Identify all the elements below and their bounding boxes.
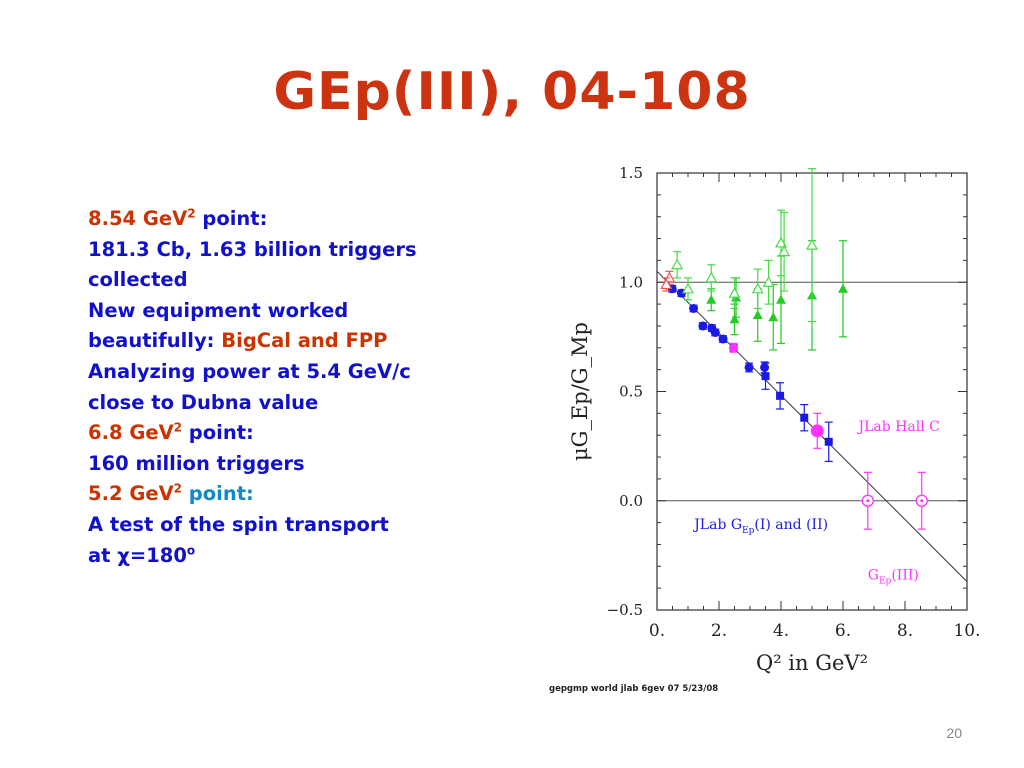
annotation-hall-c: JLab Hall C	[857, 419, 940, 435]
data-point	[776, 294, 786, 304]
data-point	[838, 283, 848, 293]
text-fragment: 5.2 GeV	[88, 482, 174, 506]
data-point	[729, 343, 739, 353]
superscript: 2	[173, 481, 183, 496]
data-point	[824, 437, 833, 446]
text-fragment: 6.8 GeV	[88, 421, 174, 445]
data-point	[728, 286, 741, 298]
page-number: 20	[946, 725, 962, 741]
data-point	[698, 321, 708, 331]
data-point	[689, 303, 699, 313]
data-point	[761, 372, 770, 381]
bullet-line: 6.8 GeV2 point:	[88, 418, 508, 449]
bullet-line: 181.3 Cb, 1.63 billion triggers	[88, 237, 417, 261]
axis-labels: 0. 2. 4. 6. 8. 10. −0.5 0.0 0.5 1.0 1.5 Q² in GeV² μ…	[568, 164, 981, 675]
y-axis-label: μG_Ep/G_Mp	[568, 322, 592, 461]
data-point	[718, 334, 728, 344]
bullet-value-6-8: 6.8 GeV2	[88, 421, 182, 444]
x-tick-label: 6.	[835, 621, 851, 641]
slide-title: GEp(III), 04-108	[273, 62, 751, 122]
x-tick-label: 0.	[649, 621, 665, 641]
bullet-line: collected	[88, 268, 188, 292]
y-tick-label: 0.0	[619, 492, 643, 510]
superscript: 2	[187, 206, 196, 221]
data-point	[681, 282, 695, 294]
data-point	[671, 258, 684, 270]
bullet-text: 8.54 GeV2 point: 181.3 Cb, 1.63 billion …	[88, 204, 508, 571]
data-point	[762, 276, 775, 287]
bullet-line: close to Dubna value	[88, 390, 319, 414]
x-tick-label: 10.	[953, 621, 980, 641]
text-fragment: point:	[182, 421, 254, 445]
chart-footer-note: gepgmp world jlab 6gev 07 5/23/08	[549, 684, 719, 694]
data-point	[752, 310, 763, 320]
text-fragment: beautifully:	[88, 329, 222, 353]
data-point	[778, 245, 791, 257]
bullet-line: 8.54 GeV2 point:	[88, 204, 508, 235]
ratio-chart: 0. 2. 4. 6. 8. 10. −0.5 0.0 0.5 1.0 1.5 Q² in GeV² μ…	[568, 164, 981, 675]
annotation-gep-1-2: JLab GEp(I) and (II)	[692, 517, 828, 536]
bullet-line: at χ=180o	[88, 541, 508, 572]
text-fragment: point:	[182, 482, 254, 506]
data-point	[706, 294, 717, 304]
data-point	[760, 362, 770, 372]
y-tick-label: 1.0	[619, 273, 643, 291]
superscript: o	[186, 543, 196, 558]
data-point	[800, 413, 809, 422]
x-tick-label: 2.	[711, 621, 727, 641]
bullet-value-5-2: 5.2 GeV2	[88, 482, 182, 505]
bullet-line: beautifully: BigCal and FPP	[88, 326, 508, 357]
data-point	[710, 328, 720, 338]
annotation-gep-3: GEp(III)	[868, 567, 919, 586]
data-point	[660, 278, 673, 290]
text-fragment: point:	[195, 207, 268, 230]
text-fragment: 8.54 GeV	[88, 207, 188, 230]
data-point	[751, 282, 764, 294]
data-point-center	[866, 499, 870, 503]
data-point	[805, 238, 819, 250]
text-fragment: at χ=180	[88, 543, 187, 567]
data-point	[768, 312, 779, 322]
y-tick-label: 0.5	[619, 383, 643, 401]
data-points	[660, 168, 928, 530]
data-point	[729, 314, 740, 324]
y-tick-label: −0.5	[607, 601, 643, 619]
bullet-value-8-54: 8.54 GeV2	[88, 207, 196, 230]
data-point	[810, 424, 824, 438]
x-tick-label: 8.	[897, 621, 913, 641]
data-point	[776, 391, 785, 400]
axis-ticks	[656, 172, 968, 611]
x-tick-label: 4.	[773, 621, 789, 641]
x-axis-label: Q² in GeV²	[756, 651, 868, 675]
bullet-line: 160 million triggers	[88, 451, 305, 475]
superscript: 2	[173, 420, 183, 435]
bullet-line: 5.2 GeV2 point:	[88, 479, 508, 510]
data-point	[744, 362, 754, 372]
data-point	[705, 271, 718, 283]
bullet-line: New equipment worked	[88, 298, 349, 322]
y-tick-label: 1.5	[619, 164, 643, 182]
text-highlight: BigCal and FPP	[221, 329, 388, 353]
bullet-line: A test of the spin transport	[88, 512, 389, 536]
fit-line	[656, 270, 968, 582]
data-point-center	[920, 499, 924, 503]
linear-fit-line	[656, 270, 968, 582]
bullet-line: Analyzing power at 5.4 GeV/c	[88, 359, 411, 383]
